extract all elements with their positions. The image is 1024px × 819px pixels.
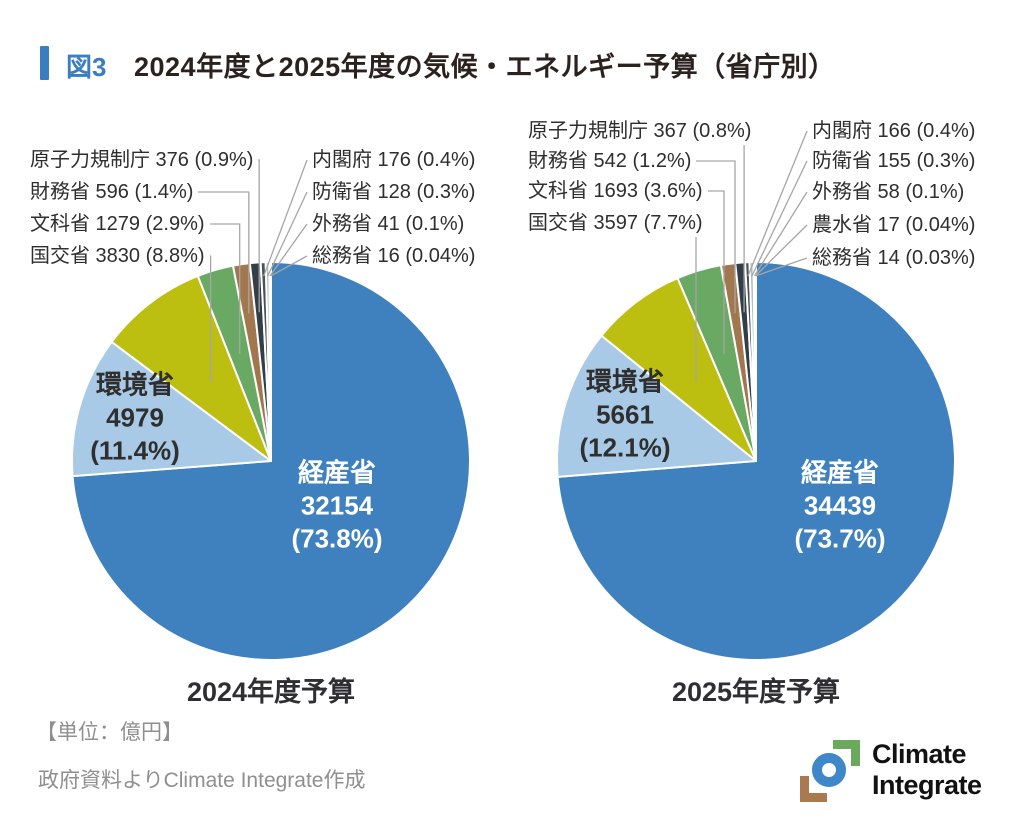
leader-line	[269, 223, 308, 277]
pie-chart-2025: 2025年度予算 経産省 34439 (73.7%) 環境省 5661 (12.1%) 原子…	[514, 120, 1024, 720]
slice-inside-label-0: 経産省 32154 (73.8%)	[291, 457, 383, 554]
leader-line	[708, 190, 725, 355]
leader-line	[751, 160, 808, 277]
leader-line	[753, 191, 808, 277]
figure-number: 図3	[66, 52, 107, 82]
callout-label-文科省: 文科省 1693 (3.6%)	[528, 180, 703, 202]
slice-inside-label-1: 環境省 5661 (12.1%)	[579, 366, 671, 463]
callout-label-内閣府: 内閣府 176 (0.4%)	[312, 149, 476, 171]
leader-line	[210, 223, 241, 354]
page-title: 2024年度と2025年度の気候・エネルギー予算（省庁別）	[134, 52, 836, 82]
logo-mark-icon	[800, 740, 864, 802]
callout-label-原子力規制庁: 原子力規制庁 376 (0.9%)	[30, 149, 254, 171]
pie-slice-1	[556, 334, 757, 478]
callout-label-国交省: 国交省 3597 (7.7%)	[528, 212, 703, 234]
leader-line	[258, 159, 260, 313]
callout-label-防衛省: 防衛省 155 (0.3%)	[812, 150, 976, 172]
source-note: 政府資料よりClimate Integrate作成	[38, 769, 366, 792]
pie-svg-1	[556, 130, 956, 661]
leader-line	[270, 255, 308, 277]
pie-slice-2	[110, 274, 272, 462]
climate-integrate-logo: Climate Integrate	[800, 737, 1024, 807]
slice-inside-label-0: 経産省 34439 (73.7%)	[794, 457, 886, 554]
chart-title-2025: 2025年度予算	[671, 677, 841, 707]
pie-slice-1	[71, 340, 272, 478]
callout-label-国交省: 国交省 3830 (8.8%)	[30, 245, 205, 267]
callout-label-防衛省: 防衛省 128 (0.3%)	[312, 181, 476, 203]
pie-slice-2	[600, 277, 757, 462]
callout-label-農水省: 農水省 17 (0.04%)	[812, 214, 976, 236]
leader-line	[267, 191, 308, 277]
leader-line	[755, 257, 808, 277]
logo-blue-circle	[812, 753, 846, 787]
callout-label-原子力規制庁: 原子力規制庁 367 (0.8%)	[528, 120, 752, 142]
logo-brown-corner	[800, 776, 827, 802]
slice-inside-label-1: 環境省 4979 (11.4%)	[90, 369, 180, 466]
logo-wordmark: Climate Integrate	[872, 739, 982, 800]
callout-label-外務省: 外務省 41 (0.1%)	[312, 213, 465, 235]
pie-svg-0	[71, 159, 471, 661]
callout-label-総務省: 総務省 16 (0.04%)	[312, 245, 476, 267]
chart-title-2024: 2024年度予算	[186, 677, 356, 707]
unit-note: 【単位：億円】	[36, 721, 183, 744]
callout-label-文科省: 文科省 1279 (2.9%)	[30, 213, 205, 235]
title-accent-bar	[40, 46, 49, 80]
callout-label-外務省: 外務省 58 (0.1%)	[812, 181, 965, 203]
callout-label-財務省: 財務省 542 (1.2%)	[528, 150, 692, 172]
callout-label-財務省: 財務省 596 (1.4%)	[30, 181, 194, 203]
leader-line	[754, 224, 808, 277]
pie-chart-2024: 2024年度予算 経産省 32154 (73.8%) 環境省 4979 (11.4%) 原子…	[18, 120, 524, 720]
leader-line	[209, 255, 212, 382]
leader-line	[263, 159, 308, 277]
callout-label-内閣府: 内閣府 166 (0.4%)	[812, 120, 976, 142]
logo-green-corner	[833, 740, 860, 766]
leader-line	[747, 130, 808, 277]
leader-line	[198, 191, 250, 314]
callout-label-総務省: 総務省 14 (0.03%)	[812, 247, 976, 269]
leader-line	[696, 160, 736, 314]
